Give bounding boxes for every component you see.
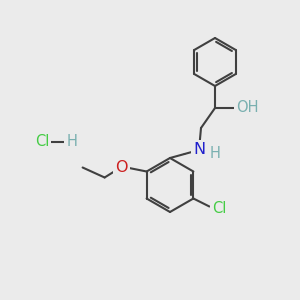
Text: N: N xyxy=(193,142,205,158)
Text: Cl: Cl xyxy=(212,201,226,216)
Text: H: H xyxy=(210,146,220,160)
Text: O: O xyxy=(116,160,128,175)
Text: OH: OH xyxy=(236,100,258,115)
Text: Cl: Cl xyxy=(35,134,49,149)
Text: H: H xyxy=(67,134,77,149)
